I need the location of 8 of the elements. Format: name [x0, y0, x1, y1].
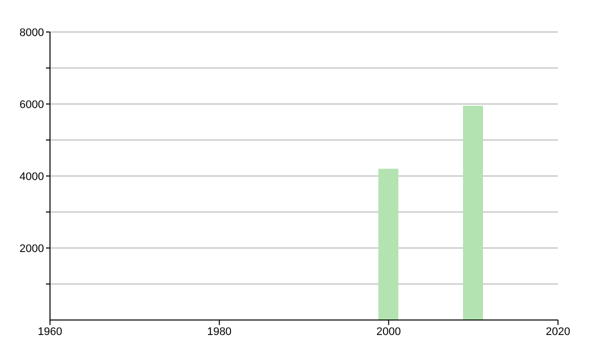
x-tick-label: 1980 — [207, 326, 232, 338]
x-tick-label: 2020 — [546, 326, 570, 338]
y-tick-label: 4000 — [20, 170, 44, 183]
y-tick-label: 8000 — [20, 26, 44, 39]
y-tick-label: 2000 — [20, 242, 44, 255]
x-tick-label: 2000 — [376, 326, 401, 338]
x-tick-label: 1960 — [38, 326, 62, 338]
y-tick-label: 6000 — [20, 98, 44, 111]
